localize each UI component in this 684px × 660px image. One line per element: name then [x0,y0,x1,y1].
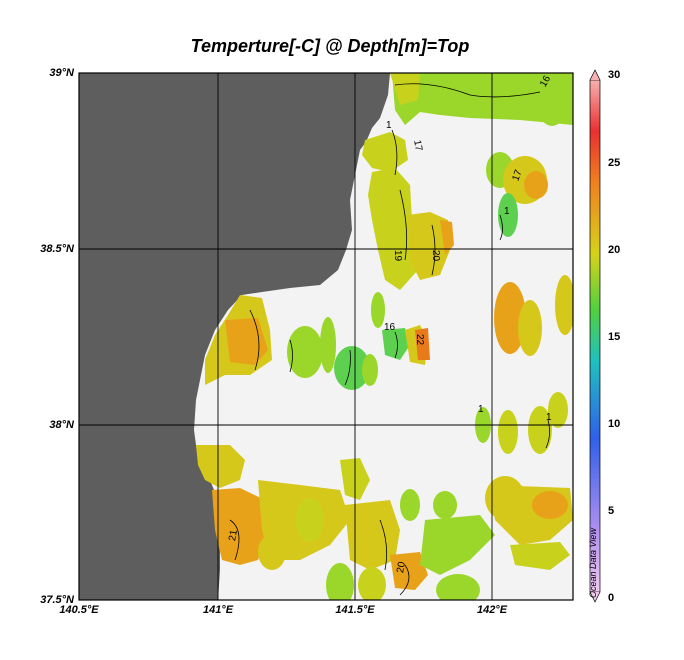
colorbar-tick-10: 10 [608,418,621,430]
contour-label: 1 [386,120,392,131]
lon-tick-141-5: 141.5°E [335,604,375,616]
contour-label: 1 [504,206,510,217]
colorbar-tick-30: 30 [608,69,621,81]
lat-tick-37-5: 37.5°N [40,594,74,606]
colorbar-tick-0: 0 [608,592,615,604]
colorbar [589,69,601,603]
lon-tick-140-5: 140.5°E [59,604,99,616]
colorbar-tick-15: 15 [608,331,621,343]
contour-label: 17 [411,139,424,152]
contour-label: 16 [384,322,396,333]
lon-tick-141: 141°E [202,604,234,616]
contour-label: 19 [392,249,404,262]
plot-frame [78,72,574,601]
lon-tick-142: 142°E [476,604,508,616]
contour-label: 1 [478,404,484,415]
contour-label: 20 [395,561,408,574]
contour-label: 20 [430,249,442,262]
colorbar-tick-5: 5 [608,505,615,517]
lat-tick-38: 38°N [49,419,74,431]
colorbar-tick-25: 25 [608,157,621,169]
ocean-data-view-watermark: Ocean Data View [588,528,598,598]
land-mass [79,73,390,600]
graticule [79,73,573,600]
contour-lines [229,83,550,596]
map-title: Temperture[-C] @ Depth[m]=Top [190,36,470,56]
contour-label: 21 [227,529,240,542]
contour-label: 1 [546,412,552,423]
lat-tick-39: 39°N [49,67,74,79]
colorbar-tick-20: 20 [608,244,621,256]
lat-tick-38-5: 38.5°N [40,243,74,255]
contour-label: 22 [414,333,426,346]
